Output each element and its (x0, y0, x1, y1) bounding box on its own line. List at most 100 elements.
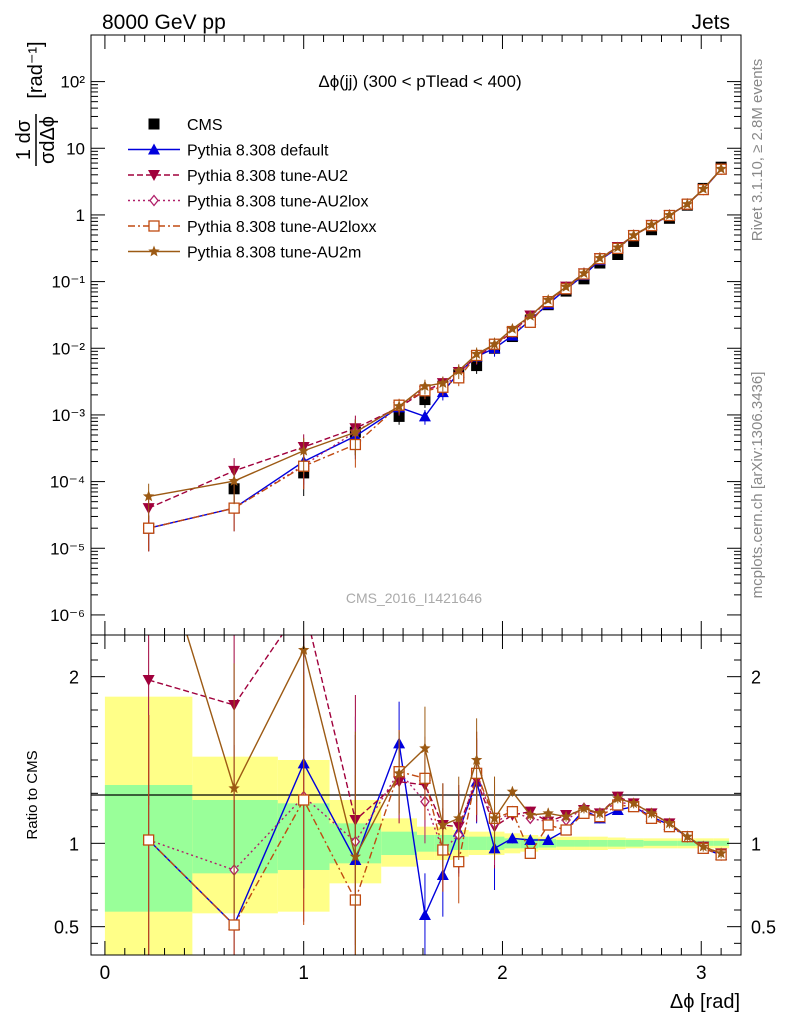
ratio-y-tick-label: 0.5 (54, 918, 79, 938)
data-point (349, 426, 362, 438)
ratio-point (470, 754, 483, 765)
ratio-point (506, 785, 519, 797)
data-point (419, 380, 431, 391)
data-point (393, 400, 405, 412)
legend-marker (148, 245, 160, 257)
data-point (453, 364, 465, 376)
green-band-bin (556, 840, 575, 847)
data-point (419, 394, 431, 406)
main-series (142, 161, 728, 552)
ratio-point (298, 794, 310, 806)
y-tick-label: 10⁻⁵ (50, 539, 85, 558)
source-label: mcplots.cern.ch [arXiv:1306.3436] (749, 372, 766, 599)
data-point (524, 310, 536, 321)
ratio-point (228, 782, 240, 794)
y-tick-label: 10⁻⁶ (50, 606, 85, 625)
data-point (506, 322, 519, 334)
ratio-point (142, 675, 155, 686)
ratio-point (419, 742, 431, 754)
ratio-point (697, 840, 709, 852)
data-point (228, 475, 240, 486)
series-au2m (142, 162, 727, 520)
ratio-point (506, 806, 519, 818)
rivet-label: Rivet 3.1.10, ≥ 2.8M events (749, 59, 766, 242)
ratio-point (142, 834, 155, 846)
data-point (594, 252, 606, 263)
y-tick-label: 10⁻² (51, 339, 85, 358)
ratio-uncertainty-bands (104, 696, 730, 955)
data-point (612, 248, 624, 260)
ratio-point (560, 810, 572, 822)
legend: CMS Pythia 8.308 default Pythia 8.308 tune… (128, 117, 376, 262)
x-tick-label: 2 (497, 963, 508, 984)
ratio-point (228, 919, 240, 931)
ratio-y-tick-label-right: 1 (751, 834, 761, 854)
data-point (298, 444, 310, 456)
data-point (488, 338, 501, 350)
ratio-y-tick-label-right: 0.5 (751, 918, 776, 938)
x-axis-label: Δϕ [rad] (670, 991, 740, 1013)
ratio-point (612, 792, 624, 804)
ratio-point (542, 834, 555, 845)
legend-marker (148, 170, 160, 181)
ratio-point (453, 812, 465, 824)
data-point (628, 235, 640, 247)
ratio-series-au2m (186, 635, 727, 955)
ratio-y-tick-label: 1 (69, 834, 79, 854)
ratio-point (298, 598, 310, 609)
data-point (228, 502, 240, 514)
main-y-label: 1 dσ σdΔϕ [rad⁻¹] (13, 41, 59, 166)
data-point (142, 490, 155, 502)
ratio-point (681, 830, 693, 842)
ratio-point (506, 832, 519, 844)
data-point (715, 162, 727, 174)
x-tick-label: 0 (100, 963, 111, 984)
data-point (645, 218, 658, 230)
ratio-y-tick-label: 2 (69, 668, 79, 688)
data-point (393, 410, 405, 422)
legend-item-au2: Pythia 8.308 tune-AU2 (128, 168, 348, 185)
ratio-point (578, 802, 590, 814)
data-point (560, 281, 572, 292)
ratio-point (663, 817, 676, 829)
data-point (418, 410, 431, 422)
green-band-bin (468, 836, 487, 850)
ratio-point (298, 644, 310, 655)
legend-label: CMS (187, 117, 223, 134)
data-point (697, 183, 709, 194)
data-point (681, 198, 693, 209)
process-label: Jets (691, 11, 730, 34)
data-point (542, 294, 554, 305)
legend-label: Pythia 8.308 tune-AU2lox (187, 194, 368, 211)
ratio-point (645, 807, 658, 819)
data-point (663, 209, 676, 220)
green-band-bin (713, 840, 730, 846)
green-band-bin (452, 836, 469, 850)
ratio-point (524, 847, 536, 859)
green-band-bin (574, 840, 590, 847)
ratio-y-label: Ratio to CMS (24, 750, 41, 839)
legend-label: Pythia 8.308 tune-AU2 (187, 168, 348, 185)
ratio-frame (90, 634, 742, 956)
green-band-bin (486, 836, 505, 850)
data-point (470, 348, 483, 359)
legend-label: Pythia 8.308 tune-AU2loxx (187, 219, 376, 236)
ratio-axis-ticks: 0.5 0.5 1 1 2 2 0 1 2 3 (54, 635, 776, 984)
main-title: Δϕ(jj) (300 < pTlead < 400) (318, 72, 521, 91)
legend-item-au2loxx: Pythia 8.308 tune-AU2loxx (128, 219, 376, 236)
ratio-point (560, 824, 572, 836)
legend-marker (149, 194, 159, 207)
green-band-bin (677, 840, 696, 846)
ratio-point (488, 812, 501, 824)
green-band-bin (659, 840, 678, 846)
y-tick-label: 10 (66, 139, 85, 158)
legend-marker (148, 220, 160, 232)
y-label-numerator: 1 dσ (13, 119, 35, 160)
main-panel: 10⁻⁶ 10⁻⁵ 10⁻⁴ 10⁻³ 10⁻² 10⁻¹ 1 10 10² Δϕ(jj) (3… (13, 34, 742, 636)
ratio-point (594, 807, 606, 819)
ratio-point (393, 767, 405, 779)
legend-item-au2m: Pythia 8.308 tune-AU2m (128, 245, 361, 262)
green-band-bin (192, 800, 278, 874)
analysis-label: CMS_2016_I1421646 (346, 590, 482, 606)
